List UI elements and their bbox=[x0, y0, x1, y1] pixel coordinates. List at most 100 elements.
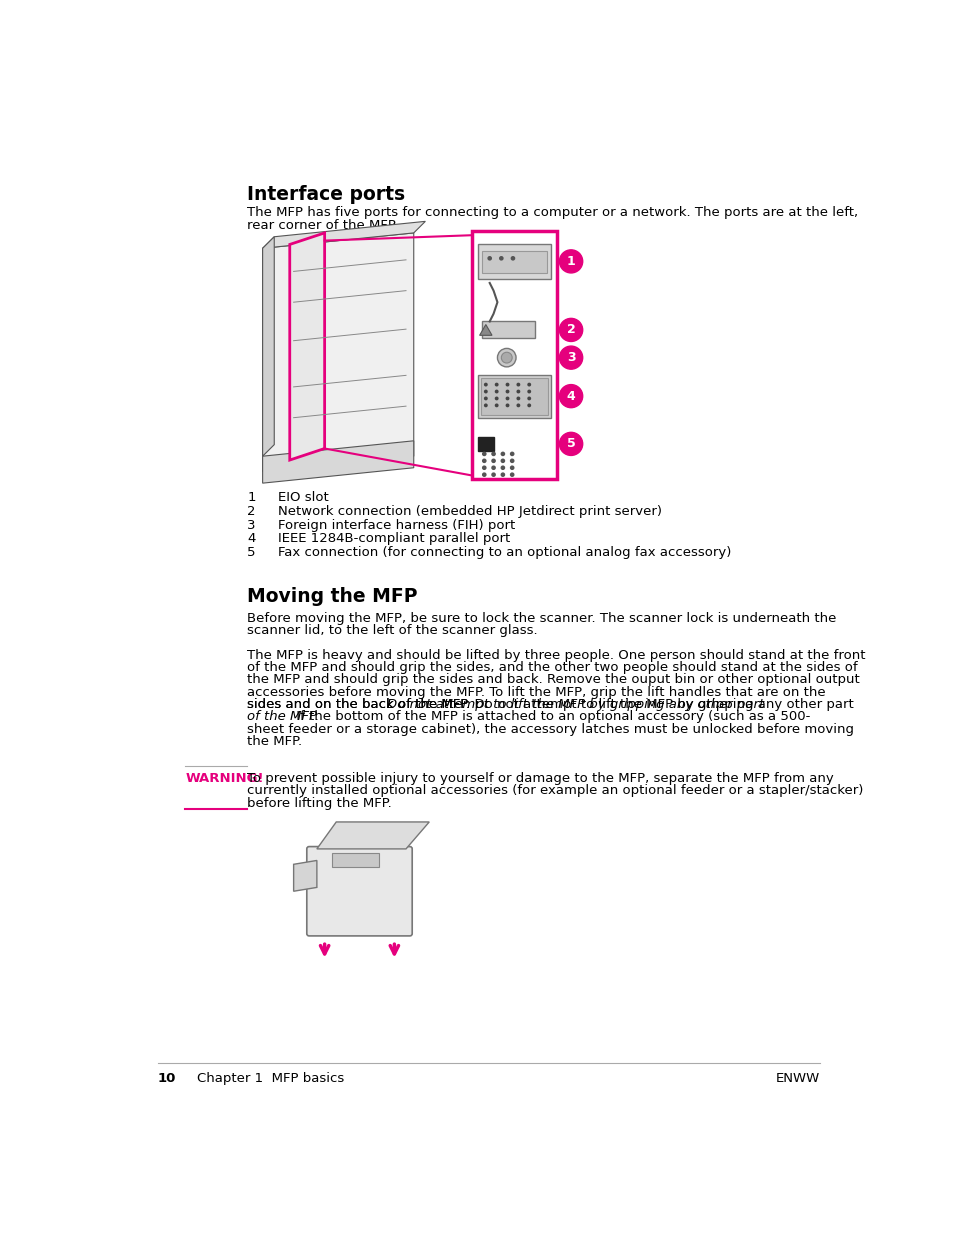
Text: 2: 2 bbox=[566, 324, 575, 336]
Circle shape bbox=[516, 389, 519, 394]
Bar bbox=[477, 375, 550, 417]
Circle shape bbox=[495, 396, 498, 400]
Text: accessories before moving the MFP. To lift the MFP, grip the lift handles that a: accessories before moving the MFP. To li… bbox=[247, 685, 825, 699]
Text: EIO slot: EIO slot bbox=[278, 490, 329, 504]
Circle shape bbox=[509, 466, 514, 471]
Circle shape bbox=[495, 389, 498, 394]
Circle shape bbox=[527, 389, 531, 394]
Circle shape bbox=[558, 319, 582, 341]
Text: the MFP.: the MFP. bbox=[247, 735, 302, 748]
Text: 1: 1 bbox=[566, 254, 575, 268]
Circle shape bbox=[481, 458, 486, 463]
Text: 3: 3 bbox=[566, 351, 575, 364]
Text: ENWW: ENWW bbox=[775, 1072, 819, 1086]
Text: 3: 3 bbox=[247, 519, 255, 531]
Circle shape bbox=[558, 384, 582, 408]
Circle shape bbox=[498, 256, 503, 261]
Text: WARNING!: WARNING! bbox=[185, 772, 263, 785]
Polygon shape bbox=[262, 233, 414, 472]
Text: Do not attempt to lift the MFP by gripping any other part: Do not attempt to lift the MFP by grippi… bbox=[386, 698, 763, 711]
Polygon shape bbox=[262, 441, 414, 483]
Text: IEEE 1284B-compliant parallel port: IEEE 1284B-compliant parallel port bbox=[278, 532, 510, 546]
Text: The MFP has five ports for connecting to a computer or a network. The ports are : The MFP has five ports for connecting to… bbox=[247, 206, 858, 219]
FancyBboxPatch shape bbox=[307, 846, 412, 936]
Circle shape bbox=[483, 383, 487, 387]
Circle shape bbox=[558, 249, 582, 273]
Polygon shape bbox=[262, 221, 425, 248]
Text: Before moving the MFP, be sure to lock the scanner. The scanner lock is undernea: Before moving the MFP, be sure to lock t… bbox=[247, 611, 836, 625]
Circle shape bbox=[509, 472, 514, 477]
Text: the MFP and should grip the sides and back. Remove the ouput bin or other option: the MFP and should grip the sides and ba… bbox=[247, 673, 859, 687]
Circle shape bbox=[505, 396, 509, 400]
Circle shape bbox=[495, 383, 498, 387]
Polygon shape bbox=[316, 823, 429, 848]
Text: Foreign interface harness (FIH) port: Foreign interface harness (FIH) port bbox=[278, 519, 515, 531]
Polygon shape bbox=[290, 233, 324, 461]
Text: 2: 2 bbox=[247, 505, 255, 517]
Text: scanner lid, to the left of the scanner glass.: scanner lid, to the left of the scanner … bbox=[247, 624, 537, 637]
Polygon shape bbox=[479, 325, 492, 336]
Circle shape bbox=[558, 432, 582, 456]
Circle shape bbox=[510, 256, 515, 261]
Circle shape bbox=[481, 466, 486, 471]
Circle shape bbox=[558, 346, 582, 369]
Circle shape bbox=[491, 458, 496, 463]
Circle shape bbox=[500, 472, 505, 477]
Polygon shape bbox=[294, 861, 316, 892]
Circle shape bbox=[527, 383, 531, 387]
Circle shape bbox=[500, 352, 512, 363]
Polygon shape bbox=[262, 237, 274, 456]
Circle shape bbox=[481, 472, 486, 477]
Circle shape bbox=[527, 404, 531, 408]
Bar bbox=[472, 231, 557, 479]
Text: Chapter 1  MFP basics: Chapter 1 MFP basics bbox=[196, 1072, 344, 1086]
Circle shape bbox=[483, 396, 487, 400]
Circle shape bbox=[527, 396, 531, 400]
Text: sides and on the back of the MFP.: sides and on the back of the MFP. bbox=[247, 698, 475, 711]
Circle shape bbox=[509, 458, 514, 463]
Circle shape bbox=[516, 396, 519, 400]
Circle shape bbox=[505, 383, 509, 387]
Bar bbox=[332, 852, 378, 867]
Text: sides and on the back of the MFP. Do not attempt to lift the MFP by gripping any: sides and on the back of the MFP. Do not… bbox=[247, 698, 853, 711]
Text: Interface ports: Interface ports bbox=[247, 185, 405, 204]
Text: The MFP is heavy and should be lifted by three people. One person should stand a: The MFP is heavy and should be lifted by… bbox=[247, 648, 864, 662]
Text: Network connection (embedded HP Jetdirect print server): Network connection (embedded HP Jetdirec… bbox=[278, 505, 661, 517]
Circle shape bbox=[516, 383, 519, 387]
Text: before lifting the MFP.: before lifting the MFP. bbox=[247, 797, 392, 809]
Bar bbox=[480, 378, 547, 415]
Bar bbox=[481, 321, 535, 338]
Text: 1: 1 bbox=[247, 490, 255, 504]
Circle shape bbox=[516, 404, 519, 408]
Circle shape bbox=[497, 348, 516, 367]
Circle shape bbox=[505, 404, 509, 408]
Circle shape bbox=[491, 466, 496, 471]
Bar bbox=[477, 245, 550, 279]
Text: 4: 4 bbox=[566, 389, 575, 403]
Circle shape bbox=[495, 404, 498, 408]
Text: Moving the MFP: Moving the MFP bbox=[247, 587, 417, 606]
Circle shape bbox=[483, 404, 487, 408]
Circle shape bbox=[500, 466, 505, 471]
Circle shape bbox=[509, 452, 514, 456]
Circle shape bbox=[500, 452, 505, 456]
Circle shape bbox=[483, 389, 487, 394]
Circle shape bbox=[491, 452, 496, 456]
Text: 10: 10 bbox=[158, 1072, 176, 1086]
Text: currently installed optional accessories (for example an optional feeder or a st: currently installed optional accessories… bbox=[247, 784, 862, 798]
Text: Fax connection (for connecting to an optional analog fax accessory): Fax connection (for connecting to an opt… bbox=[278, 546, 731, 559]
Text: 5: 5 bbox=[566, 437, 575, 451]
Text: 5: 5 bbox=[247, 546, 255, 559]
Circle shape bbox=[487, 256, 492, 261]
Circle shape bbox=[500, 458, 505, 463]
Text: If the bottom of the MFP is attached to an optional accessory (such as a 500-: If the bottom of the MFP is attached to … bbox=[292, 710, 810, 724]
Bar bbox=[477, 437, 493, 451]
Circle shape bbox=[491, 472, 496, 477]
Text: 4: 4 bbox=[247, 532, 255, 546]
Bar bbox=[481, 251, 546, 273]
Text: of the MFP.: of the MFP. bbox=[247, 710, 319, 724]
Text: of the MFP and should grip the sides, and the other two people should stand at t: of the MFP and should grip the sides, an… bbox=[247, 661, 857, 674]
Text: rear corner of the MFP.: rear corner of the MFP. bbox=[247, 219, 397, 232]
Circle shape bbox=[481, 452, 486, 456]
Text: To prevent possible injury to yourself or damage to the MFP, separate the MFP fr: To prevent possible injury to yourself o… bbox=[247, 772, 833, 785]
